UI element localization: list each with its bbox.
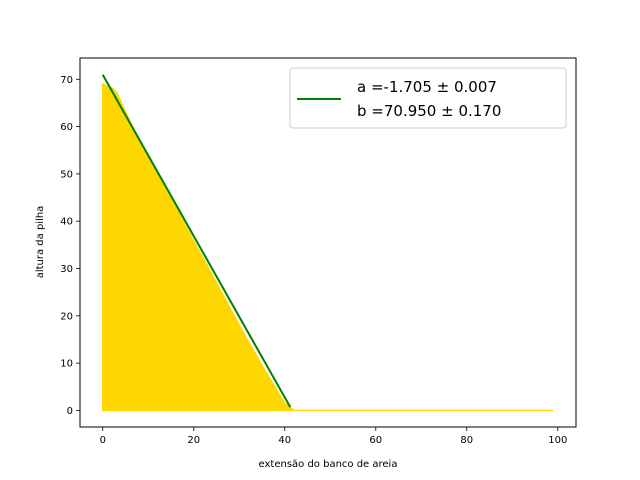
y-tick-label: 40 — [60, 217, 73, 228]
y-tick-label: 70 — [60, 75, 73, 86]
y-tick-label: 10 — [60, 359, 73, 370]
x-tick-label: 40 — [278, 435, 291, 446]
area-series — [102, 82, 554, 412]
y-axis-ticks: 0 10 20 30 40 50 60 70 — [60, 75, 80, 417]
legend: a =-1.705 ± 0.007 b =70.950 ± 0.170 — [289, 67, 567, 129]
legend-entry-a: a =-1.705 ± 0.007 — [357, 78, 497, 96]
y-tick-label: 20 — [60, 311, 73, 322]
y-tick-label: 60 — [60, 122, 73, 133]
fit-line — [101, 74, 292, 408]
x-tick-label: 60 — [369, 435, 382, 446]
x-axis-ticks: 0 20 40 60 80 100 — [100, 427, 567, 446]
y-tick-label: 50 — [60, 169, 73, 180]
y-tick-label: 0 — [67, 406, 73, 417]
y-axis-label: altura da pilha — [35, 206, 46, 279]
y-tick-label: 30 — [60, 264, 73, 275]
x-tick-label: 100 — [548, 435, 567, 446]
legend-entry-b: b =70.950 ± 0.170 — [357, 102, 501, 120]
plot-content — [101, 74, 554, 412]
x-axis-label: extensão do banco de areia — [259, 459, 398, 470]
legend-box — [289, 67, 567, 129]
axes-frame — [79, 57, 577, 428]
x-tick-label: 0 — [100, 435, 106, 446]
x-tick-label: 80 — [460, 435, 473, 446]
x-tick-label: 20 — [187, 435, 200, 446]
